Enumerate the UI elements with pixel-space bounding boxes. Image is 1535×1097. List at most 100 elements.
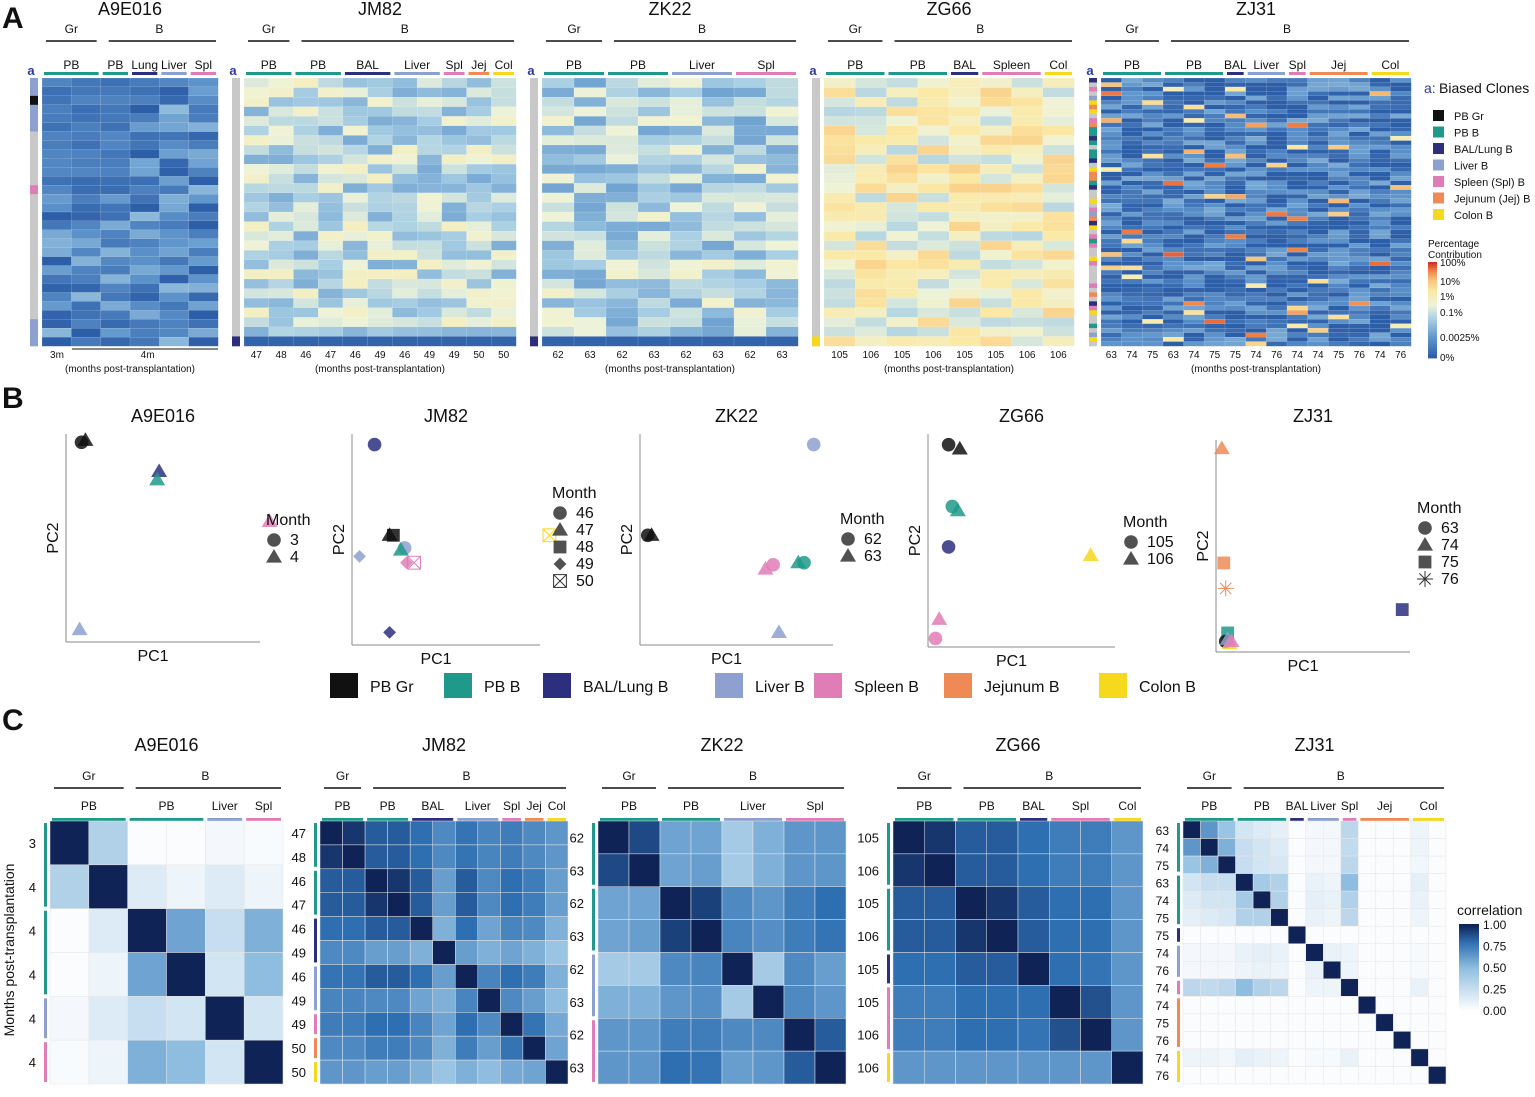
heatmap-a-a9e016-cell xyxy=(188,113,219,124)
heatmap-a-zj31-bias-cell xyxy=(1089,229,1097,235)
heatmap-a-zj31-cell xyxy=(1162,95,1185,101)
pca-legend-swatch-1 xyxy=(444,673,472,698)
bias-legend-label-3: Liver B xyxy=(1454,161,1488,173)
heatmap-a-zj31-cell xyxy=(1266,194,1288,199)
heatmap-a-zj31-cell xyxy=(1121,207,1143,213)
corr-legend-step xyxy=(1459,968,1479,971)
heatmap-a-zj31-month-label-8: 76 xyxy=(1271,350,1283,361)
heatmap-a-zj31-cell xyxy=(1121,109,1143,115)
corr-zj31-cell xyxy=(1393,890,1412,909)
heatmap-a-zj31-cell xyxy=(1266,162,1288,168)
heatmap-a-zk22-month-label-7: 63 xyxy=(776,350,788,361)
heatmap-a-zj31-cell xyxy=(1162,238,1185,244)
heatmap-a-zj31-cell xyxy=(1390,162,1412,168)
heatmap-a-zj31-cell xyxy=(1121,296,1143,302)
heatmap-a-zj31-cell xyxy=(1245,310,1267,316)
corr-zj31-cell xyxy=(1428,820,1447,839)
corr-zj31-cell xyxy=(1305,890,1324,909)
heatmap-a-zj31-cell xyxy=(1286,144,1309,150)
heatmap-a-zk22-cell xyxy=(765,269,799,280)
heatmap-a-zj31-cell xyxy=(1224,149,1247,155)
heatmap-a-jm82-cell xyxy=(417,154,443,165)
heatmap-a-a9e016-cell xyxy=(129,122,160,132)
heatmap-a-a9e016-cell xyxy=(188,292,219,302)
corr-zj31-row-label-11: 75 xyxy=(1156,1017,1170,1031)
corr-zk22-cell xyxy=(597,1050,630,1085)
heatmap-a-zj31-cell xyxy=(1286,336,1309,342)
heatmap-a-zj31-bias-cell xyxy=(1089,337,1097,342)
heatmap-a-jm82-cell xyxy=(367,97,393,108)
corr-zj31-row-label-4: 74 xyxy=(1156,894,1170,908)
heatmap-a-zj31-cell xyxy=(1204,225,1226,231)
heatmap-a-zj31-cell xyxy=(1328,278,1350,284)
heatmap-a-zj31-cell xyxy=(1121,135,1143,141)
heatmap-a-zg66-cell xyxy=(917,336,950,347)
heatmap-a-zj31-cell xyxy=(1162,220,1185,226)
heatmap-a-jm82-cell xyxy=(293,183,319,194)
corr-legend-tick-3: 0.25 xyxy=(1483,983,1507,997)
heatmap-a-zj31-cell xyxy=(1121,82,1143,88)
heatmap-a-zj31-tissue-bar-4 xyxy=(1289,72,1306,75)
heatmap-a-zj31-tissue-bar-3 xyxy=(1247,72,1285,75)
heatmap-a-zj31-cell xyxy=(1121,211,1143,217)
heatmap-a-zj31-cell xyxy=(1142,207,1164,213)
heatmap-a-zj31-cell xyxy=(1121,176,1143,182)
heatmap-a-jm82-cell xyxy=(293,336,319,347)
heatmap-a-a9e016-bias-cell xyxy=(30,229,38,240)
heatmap-a-zj31-cell xyxy=(1286,82,1309,88)
heatmap-a-jm82-cell xyxy=(268,259,294,270)
corr-zj31-cell xyxy=(1182,925,1201,944)
pca-legend-label-1: PB B xyxy=(484,679,520,696)
corr-zj31-row-label-7: 74 xyxy=(1156,947,1170,961)
corr-legend-step xyxy=(1459,932,1479,936)
heatmap-a-zj31-cell xyxy=(1162,256,1185,262)
heatmap-a-zj31-cell xyxy=(1121,158,1143,164)
heatmap-a-zj31-cell xyxy=(1142,323,1164,329)
corr-zj31-cell xyxy=(1235,1066,1254,1085)
heatmap-a-jm82-cell xyxy=(318,269,344,280)
heatmap-a-jm82-cell xyxy=(268,269,294,280)
heatmap-a-zj31-cell xyxy=(1142,158,1164,164)
corr-jm82-cell xyxy=(522,1035,546,1061)
corr-zj31-cell xyxy=(1375,978,1394,997)
heatmap-a-a9e016-cell xyxy=(100,122,131,132)
heatmap-a-zk22-bias-cell xyxy=(530,231,538,242)
corr-zg66-cell xyxy=(924,919,956,953)
corr-a9e016-row-bar-0 xyxy=(44,823,47,907)
corr-jm82-row-bar-5 xyxy=(314,1038,317,1059)
heatmap-a-zj31-cell xyxy=(1328,225,1350,231)
heatmap-a-zk22-cell xyxy=(573,144,607,155)
heatmap-a-a9e016-cell xyxy=(41,176,72,186)
heatmap-a-jm82-month-label-8: 49 xyxy=(449,350,461,361)
heatmap-a-jm82-cell xyxy=(392,336,418,347)
heatmap-a-zj31-cell xyxy=(1142,229,1164,235)
heatmap-a-zg66-cell xyxy=(823,211,856,222)
heatmap-a-zj31-cell xyxy=(1328,198,1350,204)
heatmap-a-jm82-cell xyxy=(441,183,467,194)
heatmap-a-zk22-cell xyxy=(733,116,767,127)
heatmap-a-jm82-cell xyxy=(466,135,492,146)
heatmap-a-zj31-cell xyxy=(1266,95,1288,101)
corr-zg66-cell xyxy=(1080,1018,1112,1052)
heatmap-a-zg66-cell xyxy=(980,288,1012,299)
heatmap-a-zj31-cell xyxy=(1328,122,1350,128)
corr-a9e016-row-bar-2 xyxy=(44,998,47,1039)
heatmap-a-zk22-cell xyxy=(765,240,799,251)
pca-jm82-point-6 xyxy=(407,555,421,570)
corr-jm82-cell xyxy=(342,916,366,941)
heatmap-a-zj31-cell xyxy=(1142,274,1164,280)
heatmap-a-zj31-cell xyxy=(1121,104,1143,110)
heatmap-a-jm82-tissue-bar-3 xyxy=(394,72,440,75)
heatmap-a-jm82-bias-cell xyxy=(232,298,240,309)
corr-zj31-cell xyxy=(1235,873,1254,892)
heatmap-a-zj31-cell xyxy=(1245,86,1267,92)
heatmap-a-jm82-cell xyxy=(491,317,517,328)
heatmap-a-a9e016-bias-col-label: a xyxy=(27,63,35,78)
corr-jm82-row-label-4: 46 xyxy=(292,922,306,937)
heatmap-a-zj31-cell xyxy=(1142,211,1164,217)
heatmap-a-zk22-cell xyxy=(701,183,735,194)
corr-legend-title: correlation xyxy=(1457,902,1522,918)
heatmap-a-zg66-month-label-4: 105 xyxy=(956,350,973,361)
heatmap-a-zj31-cell xyxy=(1121,86,1143,92)
heatmap-a-jm82-cell xyxy=(293,154,319,165)
